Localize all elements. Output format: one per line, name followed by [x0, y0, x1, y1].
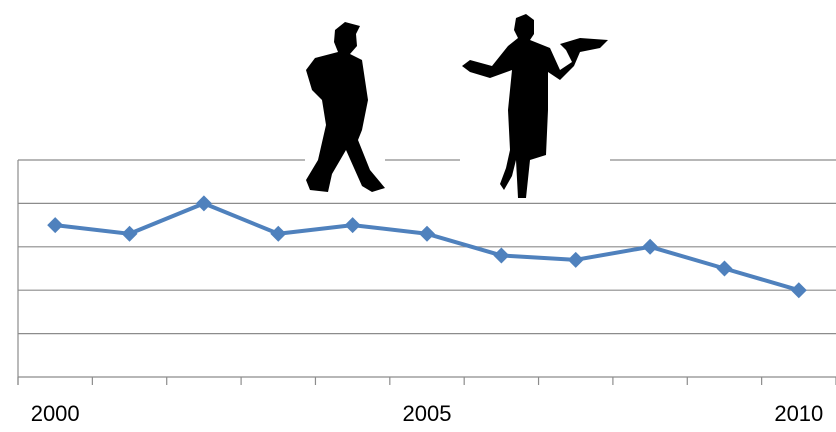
marker: [493, 247, 510, 264]
man-silhouette: [306, 22, 385, 192]
marker: [270, 225, 287, 242]
x-tick-label: 2000: [31, 401, 80, 426]
plot: 2000 2005 2010: [17, 159, 836, 426]
marker: [419, 225, 435, 242]
waitress-silhouette: [462, 14, 608, 198]
marker: [121, 225, 138, 242]
gap: [460, 150, 610, 170]
x-tick-label: 2005: [403, 401, 452, 426]
marker: [344, 217, 361, 234]
marker: [195, 195, 212, 212]
x-tick-label: 2010: [774, 401, 823, 426]
marker: [790, 282, 807, 299]
marker: [567, 251, 584, 268]
marker: [47, 217, 64, 234]
marker: [716, 260, 733, 277]
silhouettes: [305, 14, 610, 198]
marker: [642, 238, 659, 255]
